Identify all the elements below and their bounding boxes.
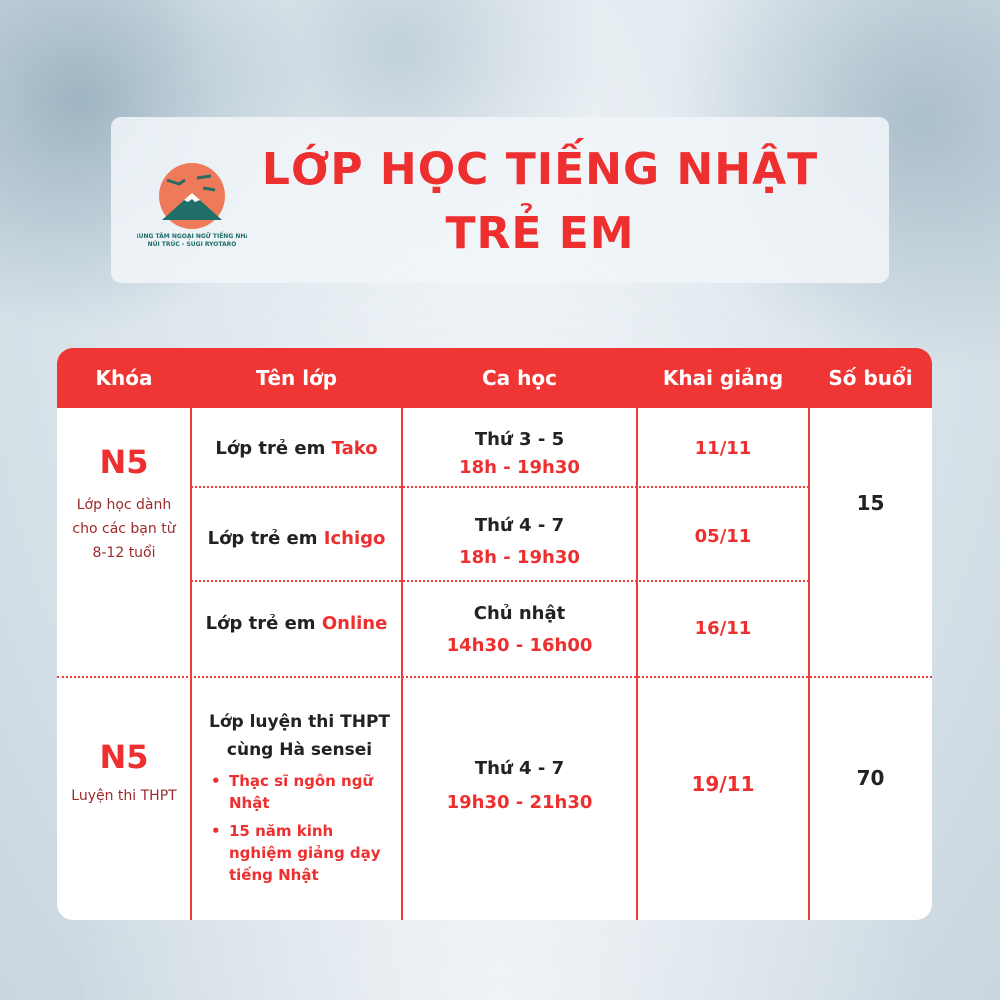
start-date: 11/11 <box>694 438 752 459</box>
teacher-highlights: Thạc sĩ ngôn ngữ Nhật 15 năm kinh nghiệm… <box>207 770 392 886</box>
svg-text:NÚI TRÚC - SUGI RYOTARO: NÚI TRÚC - SUGI RYOTARO <box>148 241 237 248</box>
days: Chủ nhật <box>473 603 566 624</box>
class-name: Lớp trẻ em Tako <box>191 438 402 459</box>
header-card <box>111 117 889 283</box>
divider <box>401 408 403 920</box>
course-cell: N5 Lớp học dành cho các bạn từ 8-12 tuổi <box>57 443 191 565</box>
days: Thứ 4 - 7 <box>474 758 565 779</box>
row-divider <box>57 676 932 678</box>
class-highlight: Online <box>321 613 388 634</box>
sessions-count: 15 <box>856 491 885 515</box>
divider <box>808 408 810 920</box>
col-start: Khai giảng <box>662 366 784 390</box>
logo: TRUNG TÂM NGOẠI NGỮ TIẾNG NHẬT NÚI TRÚC … <box>137 163 247 248</box>
divider <box>636 408 638 920</box>
course-desc: Luyện thi THPT <box>71 788 177 804</box>
schedule: Thứ 3 - 5 18h - 19h30 <box>402 426 637 482</box>
days: Thứ 3 - 5 <box>474 429 565 450</box>
bullet-item: 15 năm kinh nghiệm giảng dạy tiếng Nhật <box>207 820 392 886</box>
course-desc: Lớp học dành cho các bạn từ 8-12 tuổi <box>72 497 176 561</box>
class-prefix: Lớp trẻ em <box>215 438 332 459</box>
schedule: Thứ 4 - 7 18h - 19h30 <box>402 510 637 574</box>
schedule-table: Khóa Tên lớp Ca học Khai giảng Số buổi N… <box>57 348 932 920</box>
start-date: 05/11 <box>694 526 752 547</box>
course-level: N5 <box>99 738 149 776</box>
time: 19h30 - 21h30 <box>446 792 593 813</box>
bullet-item: Thạc sĩ ngôn ngữ Nhật <box>207 770 392 814</box>
class-name: Lớp trẻ em Online <box>191 613 402 634</box>
course-cell: N5 Luyện thi THPT <box>57 738 191 808</box>
col-sessions: Số buổi <box>828 366 913 390</box>
class-prefix: Lớp trẻ em <box>207 528 324 549</box>
title-line-1: LỚP HỌC TIẾNG NHẬT <box>261 144 819 195</box>
class-highlight: Ichigo <box>323 528 386 549</box>
class-prefix: Lớp trẻ em <box>205 613 322 634</box>
page-title: LỚP HỌC TIẾNG NHẬT TRẺ EM <box>260 138 820 266</box>
col-class: Tên lớp <box>255 366 338 390</box>
col-time: Ca học <box>482 366 557 390</box>
time: 14h30 - 16h00 <box>446 635 593 656</box>
course-level: N5 <box>99 443 149 481</box>
class-title: Lớp luyện thi THPT cùng Hà sensei <box>208 712 390 760</box>
time: 18h - 19h30 <box>459 547 580 568</box>
schedule: Chủ nhật 14h30 - 16h00 <box>402 598 637 662</box>
sessions-count: 70 <box>856 766 885 790</box>
time: 18h - 19h30 <box>459 457 580 478</box>
class-name: Lớp trẻ em Ichigo <box>191 528 402 549</box>
row-divider <box>191 486 809 488</box>
table-header: Khóa Tên lớp Ca học Khai giảng Số buổi <box>57 348 932 408</box>
col-course: Khóa <box>95 366 153 390</box>
svg-text:TRUNG TÂM NGOẠI NGỮ TIẾNG NHẬT: TRUNG TÂM NGOẠI NGỮ TIẾNG NHẬT <box>137 232 247 240</box>
row-divider <box>191 580 809 582</box>
divider <box>190 408 192 920</box>
class-info: Lớp luyện thi THPT cùng Hà sensei Thạc s… <box>207 708 392 892</box>
start-date: 16/11 <box>694 618 752 639</box>
schedule: Thứ 4 - 7 19h30 - 21h30 <box>402 752 637 820</box>
days: Thứ 4 - 7 <box>474 515 565 536</box>
title-line-2: TRẺ EM <box>445 208 635 259</box>
start-date: 19/11 <box>691 772 755 796</box>
class-highlight: Tako <box>331 438 378 459</box>
